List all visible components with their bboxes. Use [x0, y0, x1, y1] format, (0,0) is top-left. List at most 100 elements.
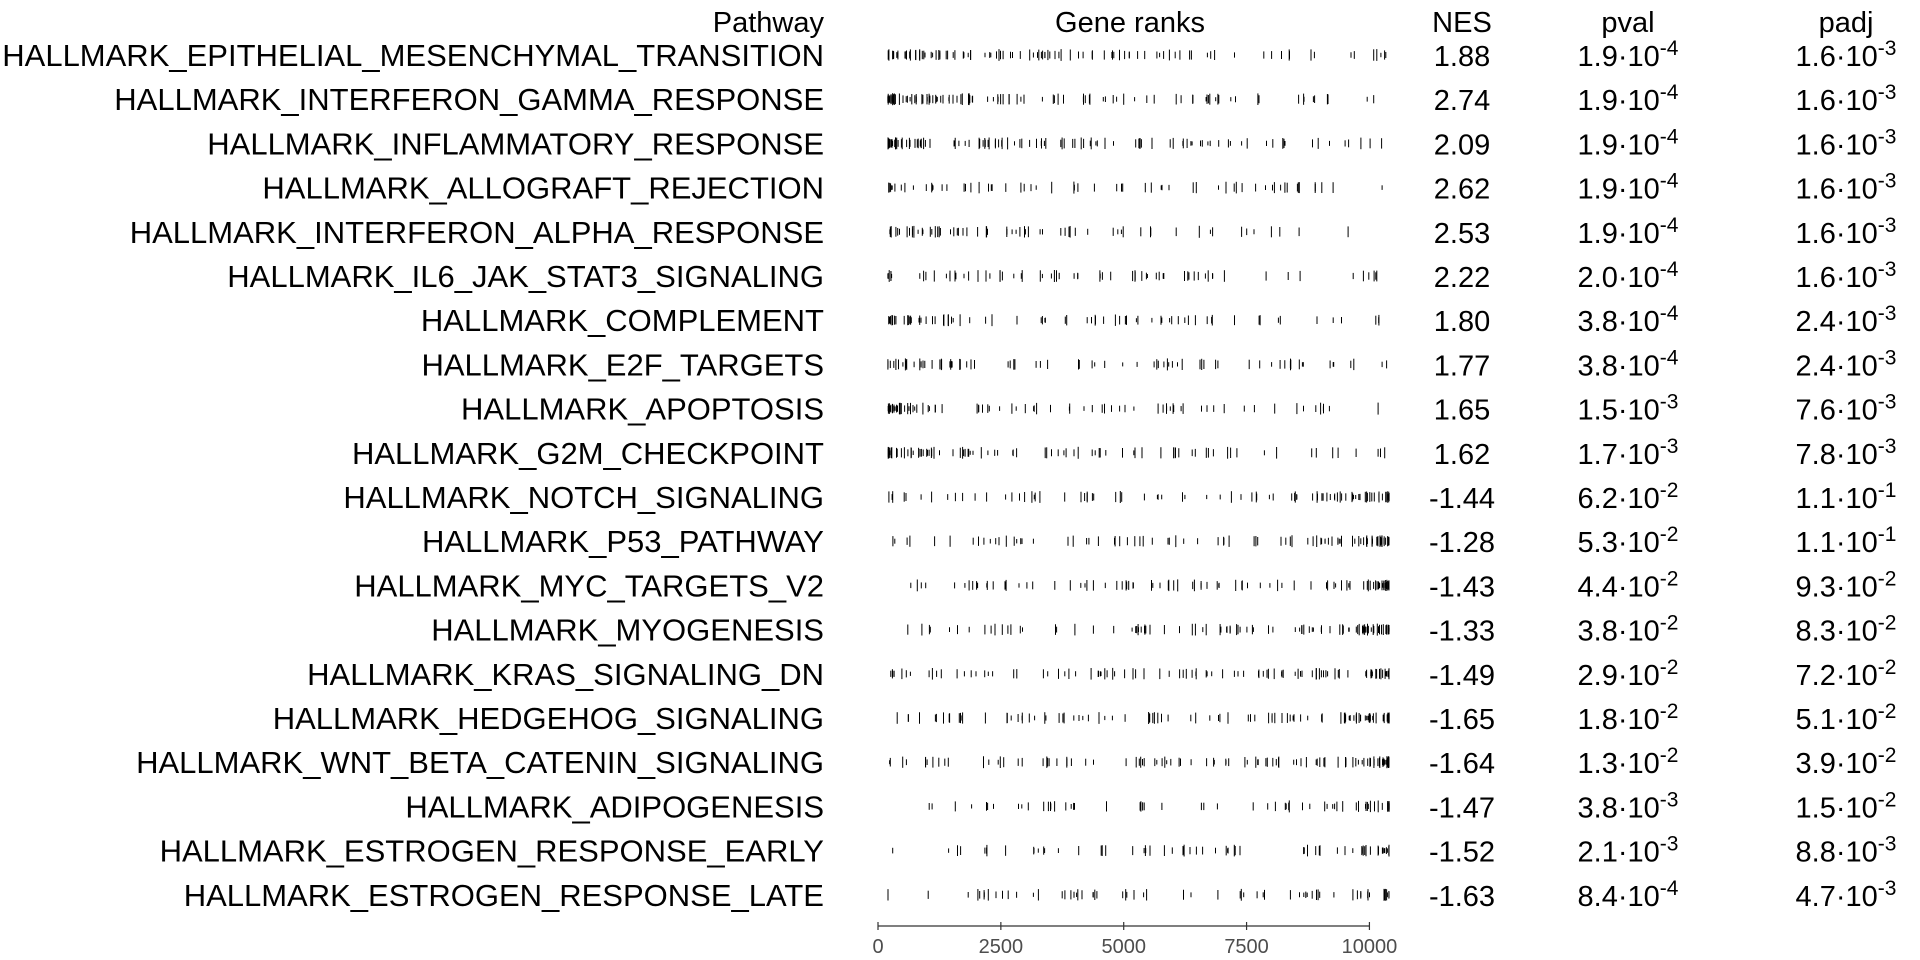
- pathway-row: HALLMARK_NOTCH_SIGNALING -1.44 6.2·10-2 1.1…: [343, 479, 1896, 515]
- pval-value: 3.8·10-4: [1578, 346, 1679, 382]
- nes-value: -1.33: [1429, 616, 1495, 648]
- nes-value: 2.74: [1434, 85, 1490, 117]
- pval-value: 1.9·10-4: [1578, 214, 1679, 250]
- gene-rank-barcode: [887, 358, 1388, 371]
- pathway-row: HALLMARK_ESTROGEN_RESPONSE_EARLY -1.52 2.1…: [160, 833, 1897, 869]
- pathway-row: HALLMARK_KRAS_SIGNALING_DN -1.49 2.9·10-2 7…: [307, 656, 1896, 692]
- padj-value: 1.1·10-1: [1796, 523, 1897, 559]
- padj-value: 3.9·10-2: [1796, 744, 1897, 780]
- pathway-label: HALLMARK_WNT_BETA_CATENIN_SIGNALING: [136, 745, 824, 780]
- gene-rank-barcode: [910, 579, 1390, 592]
- padj-value: 8.3·10-2: [1796, 612, 1897, 648]
- pathway-rows: HALLMARK_EPITHELIAL_MESENCHYMAL_TRANSITI…: [2, 37, 1896, 913]
- pval-value: 5.3·10-2: [1578, 523, 1679, 559]
- pathway-label: HALLMARK_COMPLEMENT: [421, 303, 824, 338]
- pathway-label: HALLMARK_EPITHELIAL_MESENCHYMAL_TRANSITI…: [2, 38, 824, 73]
- pathway-label: HALLMARK_E2F_TARGETS: [421, 347, 824, 382]
- pval-value: 8.4·10-4: [1578, 877, 1679, 913]
- x-tick-label: 0: [872, 936, 883, 958]
- pval-value: 1.9·10-4: [1578, 37, 1679, 73]
- pval-value: 2.0·10-4: [1578, 258, 1679, 294]
- gene-rank-barcode: [887, 402, 1379, 415]
- padj-value: 5.1·10-2: [1796, 700, 1897, 736]
- padj-value: 7.2·10-2: [1796, 656, 1897, 692]
- nes-value: 2.09: [1434, 129, 1490, 161]
- pathway-label: HALLMARK_APOPTOSIS: [461, 392, 824, 427]
- header-pval: pval: [1601, 7, 1654, 39]
- pathway-row: HALLMARK_E2F_TARGETS 1.77 3.8·10-4 2.4·10-3: [421, 346, 1896, 382]
- padj-value: 1.6·10-3: [1796, 125, 1897, 161]
- pathway-label: HALLMARK_IL6_JAK_STAT3_SIGNALING: [227, 259, 824, 294]
- pathway-row: HALLMARK_P53_PATHWAY -1.28 5.3·10-2 1.1·10-…: [422, 523, 1896, 559]
- column-headers: Pathway Gene ranks NES pval padj: [713, 7, 1874, 39]
- nes-value: 2.22: [1434, 262, 1490, 294]
- gene-rank-barcode: [892, 535, 1390, 548]
- gene-rank-barcode: [890, 667, 1390, 680]
- pval-value: 1.8·10-2: [1578, 700, 1679, 736]
- padj-value: 1.6·10-3: [1796, 258, 1897, 294]
- pathway-row: HALLMARK_COMPLEMENT 1.80 3.8·10-4 2.4·10-3: [421, 302, 1897, 338]
- gene-rank-barcode: [887, 137, 1383, 150]
- padj-value: 7.6·10-3: [1796, 391, 1897, 427]
- pval-value: 1.9·10-4: [1578, 170, 1679, 206]
- pathway-label: HALLMARK_MYC_TARGETS_V2: [354, 568, 824, 603]
- pathway-row: HALLMARK_G2M_CHECKPOINT 1.62 1.7·10-3 7.8·1…: [352, 435, 1896, 471]
- pval-value: 1.9·10-4: [1578, 81, 1679, 117]
- pval-value: 3.8·10-2: [1578, 612, 1679, 648]
- gene-rank-barcode: [888, 314, 1380, 327]
- pval-value: 1.5·10-3: [1578, 391, 1679, 427]
- nes-value: -1.49: [1429, 660, 1495, 692]
- pathway-label: HALLMARK_ESTROGEN_RESPONSE_EARLY: [160, 834, 824, 869]
- pathway-label: HALLMARK_INTERFERON_GAMMA_RESPONSE: [114, 82, 824, 117]
- nes-value: 2.53: [1434, 218, 1490, 250]
- gene-rank-barcode: [907, 623, 1390, 636]
- pval-value: 6.2·10-2: [1578, 479, 1679, 515]
- nes-value: -1.64: [1429, 748, 1495, 780]
- pval-value: 3.8·10-4: [1578, 302, 1679, 338]
- pathway-row: HALLMARK_ALLOGRAFT_REJECTION 2.62 1.9·10-4…: [262, 170, 1896, 206]
- gene-rank-barcode: [887, 93, 1375, 106]
- header-padj: padj: [1819, 7, 1874, 39]
- pathway-row: HALLMARK_HEDGEHOG_SIGNALING -1.65 1.8·10-2…: [273, 700, 1897, 736]
- pathway-label: HALLMARK_ADIPOGENESIS: [405, 789, 824, 824]
- gene-rank-barcode: [889, 225, 1349, 238]
- pval-value: 1.7·10-3: [1578, 435, 1679, 471]
- pval-value: 2.1·10-3: [1578, 833, 1679, 869]
- pathway-label: HALLMARK_P53_PATHWAY: [422, 524, 824, 559]
- gene-rank-barcode: [896, 712, 1390, 724]
- pathway-row: HALLMARK_INTERFERON_ALPHA_RESPONSE 2.53 1.…: [130, 214, 1897, 250]
- pathway-row: HALLMARK_APOPTOSIS 1.65 1.5·10-3 7.6·10-3: [461, 391, 1896, 427]
- pathway-label: HALLMARK_NOTCH_SIGNALING: [343, 480, 824, 515]
- nes-value: 1.88: [1434, 41, 1490, 73]
- padj-value: 4.7·10-3: [1796, 877, 1897, 913]
- gene-rank-barcode: [892, 844, 1390, 857]
- pathway-row: HALLMARK_INTERFERON_GAMMA_RESPONSE 2.74 1.…: [114, 81, 1896, 117]
- padj-value: 2.4·10-3: [1796, 302, 1897, 338]
- pval-value: 1.3·10-2: [1578, 744, 1679, 780]
- nes-value: 1.62: [1434, 439, 1490, 471]
- nes-value: 1.77: [1434, 350, 1490, 382]
- pathway-label: HALLMARK_INFLAMMATORY_RESPONSE: [207, 126, 824, 161]
- nes-value: -1.63: [1429, 881, 1495, 913]
- nes-value: -1.52: [1429, 837, 1495, 869]
- x-tick-label: 10000: [1342, 936, 1398, 958]
- pathway-label: HALLMARK_INTERFERON_ALPHA_RESPONSE: [130, 215, 824, 250]
- pathway-row: HALLMARK_ESTROGEN_RESPONSE_LATE -1.63 8.4·…: [184, 877, 1897, 913]
- nes-value: -1.47: [1429, 792, 1495, 824]
- x-tick-label: 7500: [1224, 936, 1269, 958]
- x-tick-label: 2500: [979, 936, 1024, 958]
- pval-value: 2.9·10-2: [1578, 656, 1679, 692]
- x-tick-label: 5000: [1101, 936, 1146, 958]
- padj-value: 1.6·10-3: [1796, 170, 1897, 206]
- pathway-label: HALLMARK_ALLOGRAFT_REJECTION: [262, 171, 824, 206]
- nes-value: -1.28: [1429, 527, 1495, 559]
- nes-value: -1.44: [1429, 483, 1495, 515]
- nes-value: -1.65: [1429, 704, 1495, 736]
- gene-rank-barcode: [887, 49, 1387, 61]
- x-axis: 0 2500 5000 7500 10000: [872, 922, 1397, 958]
- gene-rank-barcode: [887, 888, 1390, 901]
- pathway-row: HALLMARK_IL6_JAK_STAT3_SIGNALING 2.22 2.0·…: [227, 258, 1896, 294]
- gene-rank-barcode: [887, 446, 1386, 459]
- padj-value: 1.6·10-3: [1796, 81, 1897, 117]
- header-pathway: Pathway: [713, 7, 825, 39]
